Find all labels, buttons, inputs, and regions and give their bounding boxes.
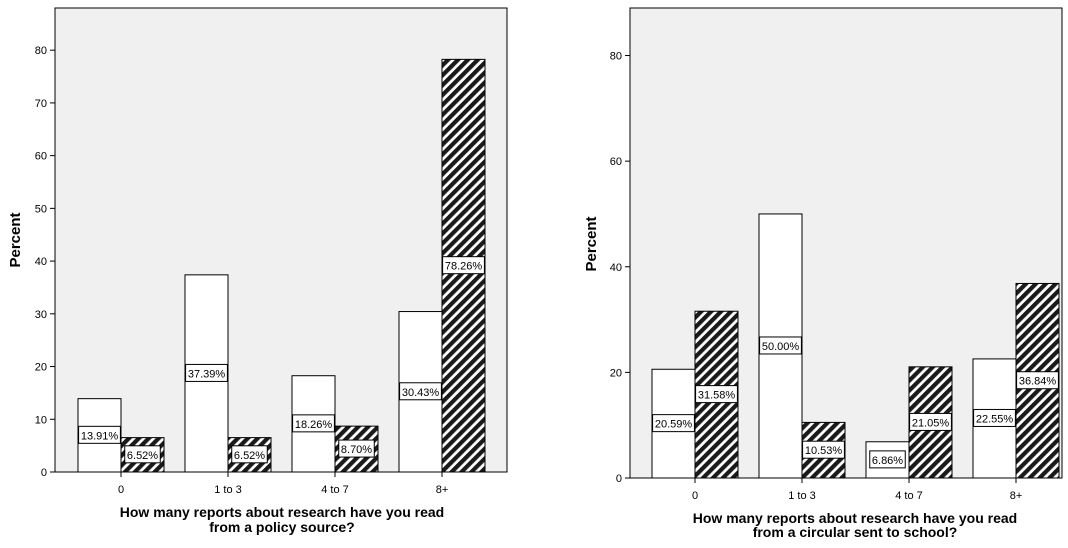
x-axis-label-line-1: How many reports about research have you… [693, 510, 1017, 526]
data-label-box [231, 445, 268, 464]
x-tick-label: 8+ [1010, 490, 1023, 502]
y-tick-label: 20 [35, 362, 47, 374]
y-tick-label: 80 [35, 45, 47, 57]
data-label-box [124, 445, 161, 464]
data-label: 10.53% [805, 445, 843, 457]
y-axis-label: Percent [583, 216, 600, 271]
data-label: 78.26% [445, 261, 483, 273]
data-label-box [442, 256, 485, 275]
y-tick-label: 60 [35, 151, 47, 163]
data-label: 21.05% [912, 417, 950, 429]
y-tick-label: 60 [610, 156, 622, 168]
data-label-box [292, 414, 335, 433]
y-tick-label: 50 [35, 203, 47, 215]
axes-group: 0 10 20 30 40 50 60 70 80 0 1 to 3 4 to 7 8+ [35, 8, 507, 496]
x-tick-label: 0 [692, 490, 698, 502]
data-label: 37.39% [188, 368, 226, 380]
data-label-box [185, 363, 228, 382]
data-label-box [802, 440, 845, 459]
y-tick-label: 80 [610, 51, 622, 63]
x-tick-label: 1 to 3 [214, 484, 242, 496]
data-label-box [338, 439, 375, 458]
y-tick-label: 40 [35, 256, 47, 268]
data-label: 8.70% [341, 444, 372, 456]
x-tick-label: 4 to 7 [321, 484, 349, 496]
data-labels-group: 13.91% 6.52% 37.39% 6.52% 18.26% 8.70% 30.43% 7… [78, 256, 485, 464]
data-label-box [695, 385, 738, 404]
data-label-box [909, 412, 952, 431]
data-label: 31.58% [698, 390, 736, 402]
data-label-box [399, 382, 442, 401]
chart-policy-source: 0 10 20 30 40 50 60 70 80 0 1 to 3 4 to 7 8+ 13.91% 6… [7, 7, 508, 535]
x-tick-label: 1 to 3 [788, 490, 816, 502]
data-label: 13.91% [81, 430, 119, 442]
y-tick-label: 70 [35, 98, 47, 110]
data-label: 20.59% [655, 419, 693, 431]
y-tick-label: 20 [610, 367, 622, 379]
data-label: 6.86% [872, 455, 903, 467]
y-tick-label: 40 [610, 262, 622, 274]
data-label: 50.00% [762, 341, 800, 353]
data-label-box [652, 414, 695, 433]
x-tick-label: 8+ [436, 484, 449, 496]
y-axis-label: Percent [7, 212, 24, 267]
data-label: 18.26% [295, 419, 333, 431]
data-label-box [78, 425, 121, 444]
y-tick-label: 30 [35, 309, 47, 321]
x-tick-label: 0 [118, 484, 124, 496]
data-label: 6.52% [234, 450, 265, 462]
data-label: 30.43% [402, 387, 440, 399]
data-label-box [973, 408, 1016, 427]
chart-circular-source: 0 20 40 60 80 0 1 to 3 4 to 7 8+ 20.59% 31.58% 50.… [583, 7, 1063, 540]
x-axis-label-line-2: from a policy source? [209, 519, 354, 535]
y-tick-label: 0 [616, 473, 622, 485]
y-tick-label: 0 [41, 467, 47, 479]
data-label-box [1016, 371, 1059, 390]
data-label-box [759, 336, 802, 355]
data-label-box [869, 450, 906, 469]
x-axis-label-line-1: How many reports about research have you… [120, 504, 444, 520]
data-label: 36.84% [1019, 376, 1057, 388]
y-tick-label: 10 [35, 414, 47, 426]
x-tick-label: 4 to 7 [895, 490, 923, 502]
data-label: 6.52% [127, 450, 158, 462]
x-axis-label-line-2: from a circular sent to school? [753, 524, 958, 540]
data-labels-group: 20.59% 31.58% 50.00% 10.53% 6.86% 21.05% 22.55… [652, 336, 1059, 469]
axes-group: 0 20 40 60 80 0 1 to 3 4 to 7 8+ [610, 8, 1062, 502]
data-label: 22.55% [976, 413, 1014, 425]
